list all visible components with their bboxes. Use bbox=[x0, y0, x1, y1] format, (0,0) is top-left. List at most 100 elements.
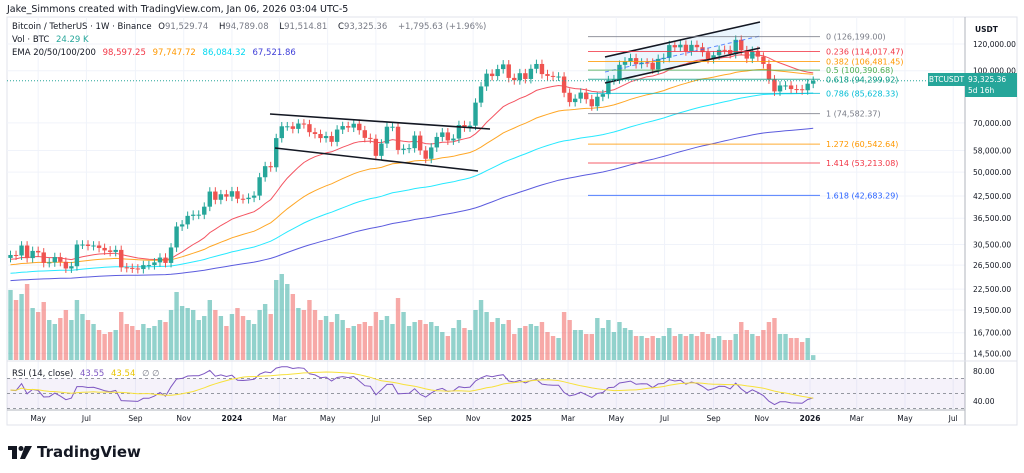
candle bbox=[163, 253, 168, 268]
tradingview-logo-text: TradingView bbox=[37, 443, 141, 461]
candle bbox=[301, 119, 307, 129]
candle-body bbox=[622, 61, 628, 65]
volume-bar bbox=[683, 336, 689, 360]
rsi-ma-line bbox=[10, 371, 814, 399]
volume-bar bbox=[190, 310, 196, 360]
candle-body bbox=[318, 133, 323, 139]
volume-bar bbox=[395, 298, 401, 360]
candle bbox=[539, 59, 545, 79]
volume-bar bbox=[528, 324, 534, 360]
candle-body bbox=[561, 76, 567, 93]
volume-bar bbox=[711, 338, 716, 360]
currency-label: USDT bbox=[975, 25, 999, 34]
candle-body bbox=[19, 245, 24, 256]
ema50-value: 97,747.72 bbox=[152, 48, 196, 58]
candle bbox=[561, 72, 567, 98]
candle bbox=[705, 47, 711, 64]
candle bbox=[473, 98, 478, 131]
volume-label[interactable]: Vol · BTC bbox=[12, 35, 50, 45]
candle-body bbox=[484, 73, 489, 87]
candle-body bbox=[262, 166, 268, 178]
candle bbox=[179, 220, 185, 231]
candle bbox=[96, 241, 102, 253]
candle-body bbox=[351, 123, 356, 128]
candle-body bbox=[755, 50, 761, 57]
volume-bar bbox=[74, 300, 80, 360]
candle-body bbox=[473, 102, 478, 126]
candle-body bbox=[113, 249, 118, 252]
volume-bar bbox=[345, 328, 351, 360]
high-label: H bbox=[218, 22, 226, 32]
candle-body bbox=[395, 126, 401, 150]
price-tick-label: 70,000.00 bbox=[973, 119, 1011, 128]
volume-bar bbox=[467, 330, 473, 360]
candle-body bbox=[218, 194, 224, 200]
candle bbox=[495, 64, 500, 81]
rsi-value: 43.55 bbox=[79, 369, 105, 379]
volume-bar bbox=[307, 300, 312, 360]
candle bbox=[578, 88, 583, 104]
trendline bbox=[269, 113, 491, 130]
volume-bar bbox=[700, 332, 705, 360]
candle bbox=[47, 258, 52, 268]
volume-bar bbox=[318, 320, 323, 360]
candle bbox=[218, 189, 224, 205]
volume-bar bbox=[274, 280, 279, 360]
candle bbox=[362, 125, 368, 143]
candle-body bbox=[152, 262, 157, 266]
candle-body bbox=[556, 76, 561, 78]
price-tick-label: 16,700.00 bbox=[973, 329, 1011, 338]
rsi-label[interactable]: RSI (14, close) bbox=[12, 369, 74, 379]
volume-bar bbox=[357, 324, 362, 360]
candle-body bbox=[661, 57, 666, 59]
candle-body bbox=[307, 124, 312, 133]
candle-body bbox=[489, 73, 495, 77]
candle-body bbox=[401, 148, 406, 150]
candle-body bbox=[213, 191, 218, 200]
ema-label[interactable]: EMA 20/50/100/200 bbox=[12, 48, 96, 58]
candle-body bbox=[600, 94, 606, 97]
volume-bar bbox=[141, 324, 146, 360]
fib-level-label: 1.618 (42,683.29) bbox=[826, 191, 898, 200]
candle-body bbox=[141, 265, 146, 270]
fib-level-label: 0.5 (100,390.68) bbox=[826, 66, 893, 75]
price-tick-label: 58,000.00 bbox=[973, 146, 1011, 155]
candle bbox=[368, 133, 373, 144]
candle bbox=[296, 119, 301, 134]
fib-level-label: 0.618 (94,299.92) bbox=[826, 75, 898, 84]
candle bbox=[274, 133, 279, 172]
volume-bar bbox=[124, 324, 129, 360]
candle bbox=[523, 68, 528, 84]
volume-bar bbox=[705, 334, 711, 360]
candle bbox=[113, 245, 118, 257]
volume-bar bbox=[301, 310, 307, 360]
candle bbox=[462, 120, 467, 132]
symbol-name[interactable]: Bitcoin / TetherUS · 1W · Binance bbox=[12, 22, 152, 32]
volume-bar bbox=[163, 322, 168, 360]
volume-bar bbox=[628, 330, 633, 360]
tradingview-logo[interactable]: TradingView bbox=[8, 443, 141, 461]
channel-midline bbox=[604, 35, 761, 73]
candle-body bbox=[417, 135, 423, 151]
candle bbox=[440, 128, 445, 142]
candle bbox=[761, 52, 766, 69]
candle-body bbox=[379, 143, 384, 156]
volume-bar bbox=[440, 332, 445, 360]
volume-bar bbox=[727, 340, 733, 360]
volume-bar bbox=[506, 320, 511, 360]
change-value: +1,795.63 (+1.96%) bbox=[397, 22, 487, 32]
volume-bar bbox=[567, 320, 572, 360]
candle-body bbox=[777, 85, 783, 92]
candle-body bbox=[694, 44, 700, 48]
volume-bar bbox=[8, 290, 13, 360]
volume-bar bbox=[811, 355, 816, 360]
candle bbox=[63, 257, 69, 273]
volume-bar bbox=[412, 322, 417, 360]
volume-legend: Vol · BTC 24.29 K bbox=[12, 35, 93, 45]
candle-body bbox=[345, 126, 351, 128]
candle bbox=[224, 189, 229, 202]
candle-body bbox=[229, 191, 235, 197]
volume-bar bbox=[772, 318, 777, 360]
candle bbox=[683, 40, 689, 56]
